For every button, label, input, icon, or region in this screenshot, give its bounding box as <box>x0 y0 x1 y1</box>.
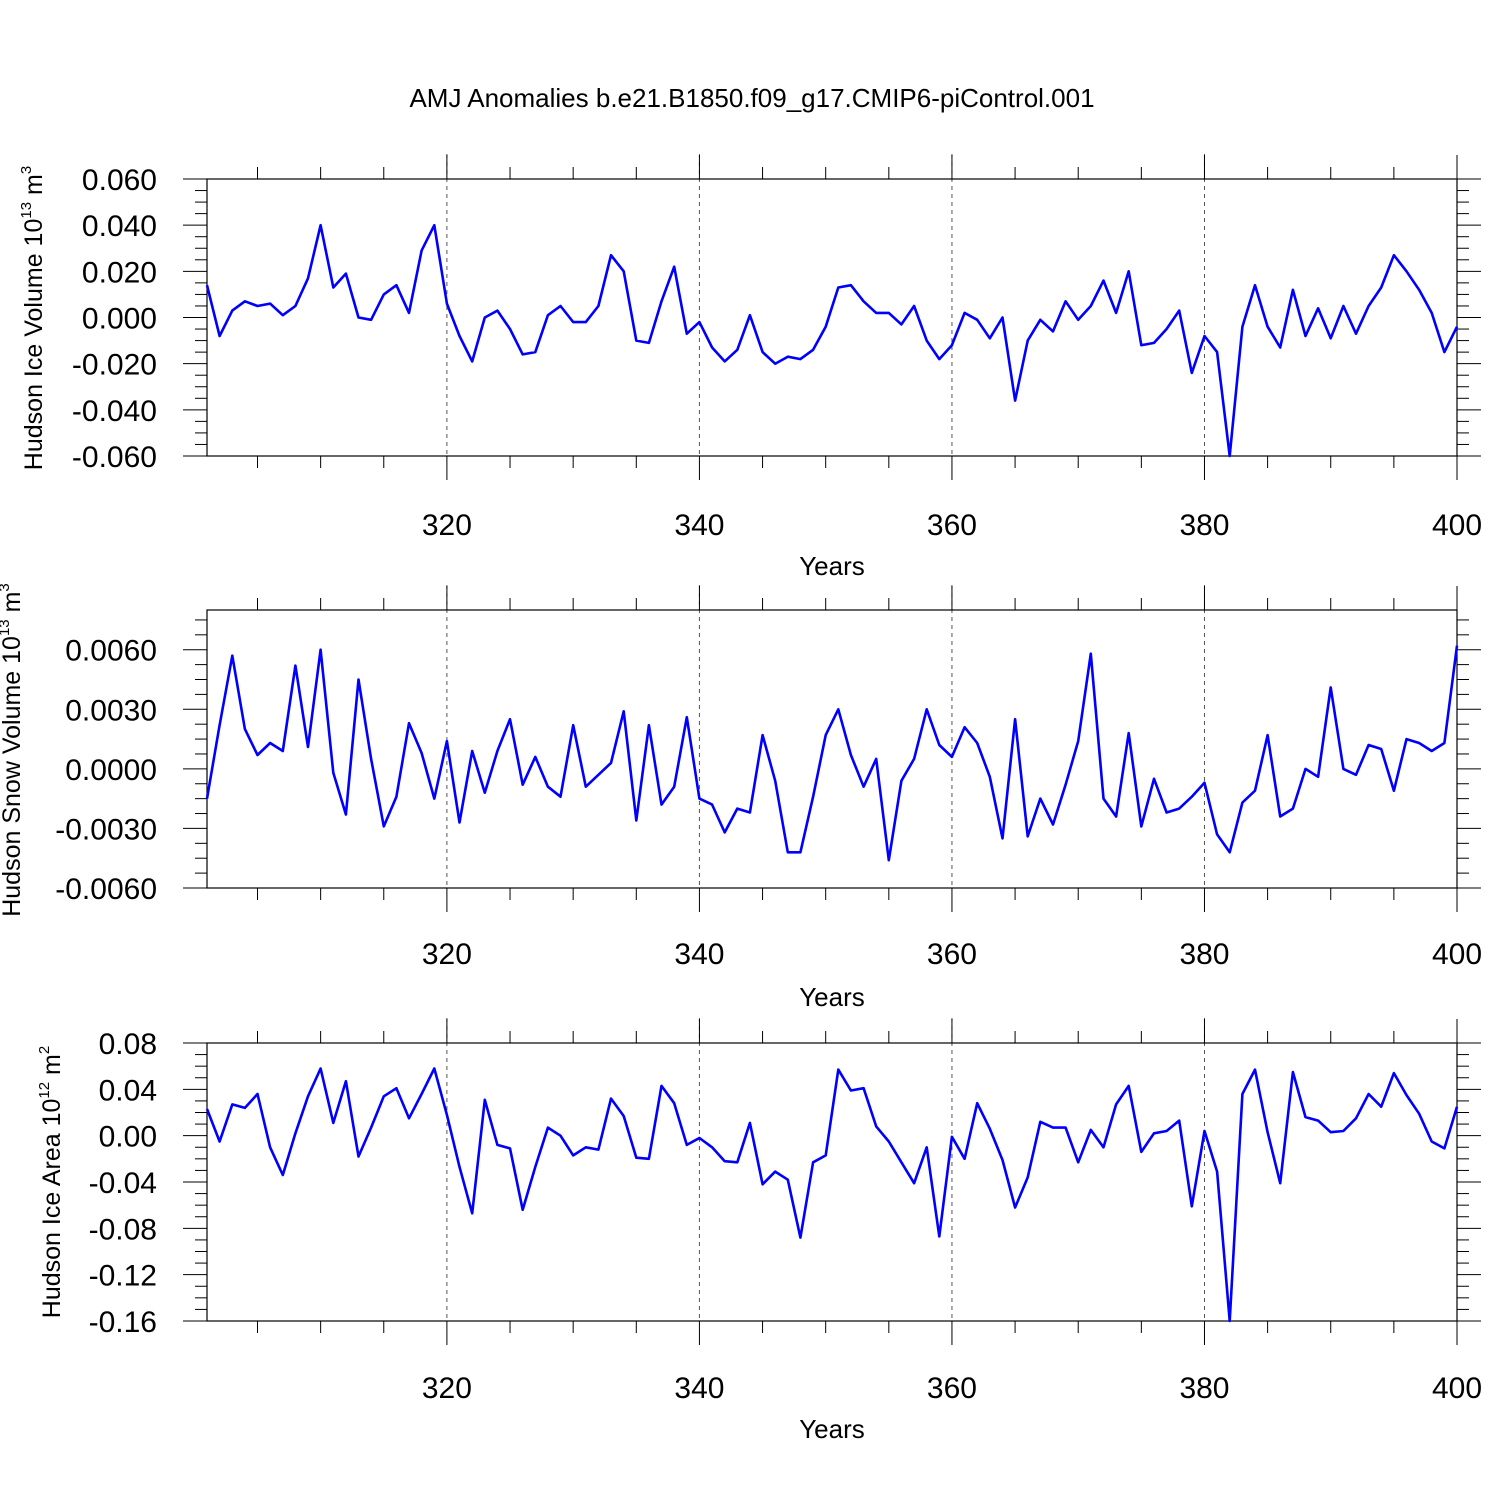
x-tick-label: 360 <box>927 509 977 542</box>
y-tick-label: 0.060 <box>82 164 157 197</box>
y-tick-label: -0.060 <box>72 441 157 474</box>
y-tick-label: 0.00 <box>99 1121 157 1154</box>
x-tick-label: 340 <box>674 509 724 542</box>
y-tick-label: -0.040 <box>72 395 157 428</box>
panel-2: -0.0060 -0.0030 0.0000 0.0030 0.0060 320 340 36… <box>0 583 1482 1012</box>
y-axis-label-unit-exponent: 2 <box>36 1046 53 1054</box>
y-axis-label-main: Hudson Snow Volume 10 <box>0 636 26 917</box>
y-tick-label: 0.000 <box>82 303 157 336</box>
y-tick-label: 0.0030 <box>65 694 157 727</box>
y-tick-label: 0.020 <box>82 256 157 289</box>
x-tick-label: 320 <box>422 1372 472 1405</box>
x-axis-label: Years <box>799 1414 865 1444</box>
y-axis-label-exponent: 13 <box>18 202 35 219</box>
panel-1: -0.060 -0.040 -0.020 0.000 0.020 0.040 0.060 32… <box>18 154 1482 581</box>
chart-title: AMJ Anomalies b.e21.B1850.f09_g17.CMIP6-… <box>409 83 1094 113</box>
plot-frame <box>206 178 1458 457</box>
y-axis-label-unit: m <box>0 592 26 620</box>
y-tick-label: 0.0000 <box>65 754 157 787</box>
y-axis-label-unit: m <box>20 174 48 202</box>
x-tick-label: 380 <box>1179 1372 1229 1405</box>
y-tick-label: 0.040 <box>82 210 157 243</box>
plot-frame <box>206 609 1458 889</box>
series-line <box>205 223 1459 458</box>
y-axis-label: Hudson Ice Area 1012 m2 <box>36 1046 66 1318</box>
y-axis-label-main: Hudson Ice Area 10 <box>38 1099 66 1319</box>
series-line <box>205 1067 1459 1323</box>
panel-3: -0.16 -0.12 -0.08 -0.04 0.00 0.04 0.08 320 340 36… <box>36 1018 1482 1444</box>
x-tick-label: 320 <box>422 938 472 971</box>
x-tick-label: 360 <box>927 938 977 971</box>
x-tick-label: 400 <box>1432 509 1482 542</box>
x-tick-label: 400 <box>1432 938 1482 971</box>
x-tick-label: 320 <box>422 509 472 542</box>
x-axis-label: Years <box>799 982 865 1012</box>
y-tick-label: 0.08 <box>99 1028 157 1061</box>
y-axis-label-main: Hudson Ice Volume 10 <box>20 219 48 471</box>
y-axis-label: Hudson Snow Volume 1013 m3 <box>0 583 26 917</box>
y-tick-label: -0.04 <box>89 1167 157 1200</box>
x-axis-label: Years <box>799 551 865 581</box>
y-tick-label: -0.12 <box>89 1260 157 1293</box>
x-tick-label: 360 <box>927 1372 977 1405</box>
series-line <box>205 645 1459 862</box>
y-axis-label-unit-exponent: 3 <box>0 583 13 591</box>
y-tick-label: -0.16 <box>89 1306 157 1339</box>
plot-frame <box>206 1042 1458 1322</box>
y-axis-label: Hudson Ice Volume 1013 m3 <box>18 166 48 470</box>
x-tick-label: 340 <box>674 938 724 971</box>
y-tick-label: 0.04 <box>99 1074 157 1107</box>
y-tick-label: 0.0060 <box>65 635 157 668</box>
x-tick-label: 400 <box>1432 1372 1482 1405</box>
y-tick-label: -0.020 <box>72 349 157 382</box>
x-tick-label: 380 <box>1179 509 1229 542</box>
y-tick-label: -0.0030 <box>55 813 157 846</box>
x-tick-label: 380 <box>1179 938 1229 971</box>
y-axis-label-exponent: 13 <box>0 619 13 636</box>
y-axis-label-exponent: 12 <box>36 1082 53 1099</box>
y-axis-label-unit: m <box>38 1054 66 1082</box>
panels: -0.060-0.040-0.0200.0000.0200.0400.06032… <box>0 154 1482 1444</box>
x-tick-label: 340 <box>674 1372 724 1405</box>
y-axis-label-unit-exponent: 3 <box>18 166 35 174</box>
y-tick-label: -0.0060 <box>55 873 157 906</box>
y-tick-label: -0.08 <box>89 1213 157 1246</box>
